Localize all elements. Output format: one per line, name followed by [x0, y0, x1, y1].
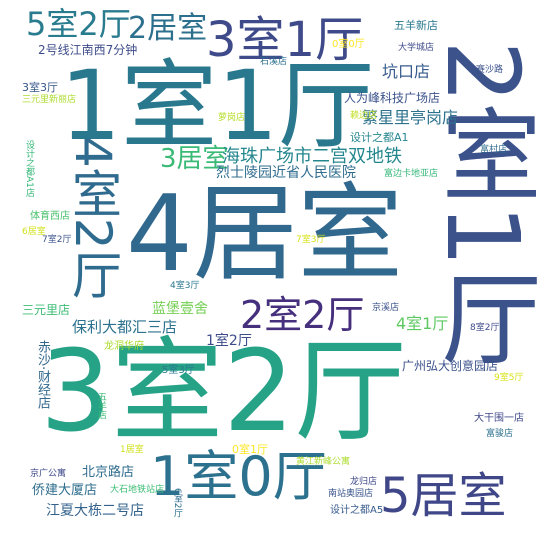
- word-laibian: 赖边店: [350, 111, 378, 121]
- word-saishalu: 赛沙路: [476, 65, 504, 75]
- word-7r2l: 7室2厅: [42, 235, 72, 245]
- word-design-a1-shop: 设计之都A1店: [24, 140, 34, 197]
- word-nanzhan: 南站奥园店: [328, 489, 374, 499]
- word-1r0l: 1室0厅: [150, 445, 327, 508]
- word-fanxing-shop: 繁星里亭岗店: [362, 108, 459, 127]
- word-3-rooms: 3居室: [160, 144, 229, 174]
- word-design-a5: 设计之都A5: [330, 505, 384, 516]
- word-sanyuanli-shop: 三元里店: [22, 303, 71, 317]
- word-jingguang: 京广公寓: [30, 469, 67, 479]
- word-wuyang-new: 五羊新店: [394, 19, 438, 32]
- word-renwei-shop: 人为峰科技广场店: [344, 91, 441, 105]
- word-0r0l: 0室0厅: [332, 39, 365, 50]
- word-design-a1: 设计之都A1: [350, 131, 409, 144]
- word-6r2l: 6室2厅: [172, 488, 182, 518]
- word-7r3l: 7室3厅: [296, 235, 326, 245]
- word-dashi-shop: 大石地铁站店: [110, 485, 165, 495]
- word-fubian-cartier: 富边卡地亚店: [384, 169, 439, 179]
- word-0r1l: 0室1厅: [232, 443, 268, 456]
- word-2r2l: 2室2厅: [240, 293, 365, 337]
- word-wuyang-shop: 五羊店: [96, 392, 106, 419]
- word-line2-shop: 2号线江南西7分钟: [38, 43, 138, 57]
- word-5r3l: 5室3厅: [162, 365, 195, 376]
- word-hospital-shop: 烈士陵园近省人民医院: [216, 165, 356, 181]
- word-4r3l: 4室3厅: [170, 281, 200, 291]
- word-longdong: 龙洞华府: [104, 341, 144, 352]
- word-shixi: 石溪店: [260, 57, 288, 67]
- word-daxuecheng: 大学城店: [398, 43, 435, 53]
- word-jiangxia-shop: 江夏大栋二号店: [46, 503, 144, 519]
- word-3r3l: 3室3厅: [22, 81, 58, 94]
- word-9r5l: 9室5厅: [494, 373, 524, 383]
- word-1r2l: 1室2厅: [206, 333, 252, 349]
- word-fucun: 富村店: [480, 145, 508, 155]
- word-huangjiang: 黄江新峰公寓: [296, 457, 351, 467]
- word-poly-shop: 保利大都汇三店: [72, 318, 178, 336]
- word-luogang: 萝岗店: [218, 113, 246, 123]
- word-longgui: 龙归店: [350, 477, 378, 487]
- word-beijinglu-shop: 北京路店: [82, 465, 135, 480]
- word-4r2l: 4室2厅: [64, 136, 122, 300]
- word-4-rooms: 4居室: [126, 173, 403, 295]
- word-1r1l: 1室1厅: [60, 50, 375, 162]
- word-5-rooms: 5居室: [380, 468, 507, 524]
- word-4r1l: 4室1厅: [396, 314, 449, 333]
- word-fujun: 富骏店: [486, 429, 514, 439]
- word-3r1l: 3室1厅: [206, 12, 364, 68]
- word-1-room: 1居室: [120, 445, 144, 455]
- word-hongda-shop: 广州弘大创意园店: [402, 359, 499, 373]
- word-kengkou-shop: 坑口店: [382, 62, 431, 81]
- word-chisha-shop: 赤沙·财经店: [35, 340, 50, 410]
- word-sanyuanli-xinli: 三元里新丽店: [22, 95, 77, 105]
- word-qiaojian-shop: 侨建大厦店: [32, 483, 98, 498]
- word-station-shop: 海珠广场市二宫双地铁: [222, 146, 402, 167]
- word-8r2l: 8室2厅: [470, 323, 500, 333]
- word-daganwei: 大干围一店: [474, 413, 524, 424]
- word-2r1l: 2室1厅: [424, 40, 541, 368]
- word-lanbao: 蓝堡壹舍: [152, 301, 208, 317]
- word-6-rooms: 6居室: [22, 227, 46, 237]
- word-5r2l: 5室2厅: [26, 5, 131, 43]
- word-2-rooms: 2居室: [128, 11, 208, 46]
- word-jingxi: 京溪店: [372, 303, 400, 313]
- word-3r2l: 3室2厅: [40, 327, 407, 457]
- word-tiyuxi-shop: 体育西店: [30, 211, 70, 222]
